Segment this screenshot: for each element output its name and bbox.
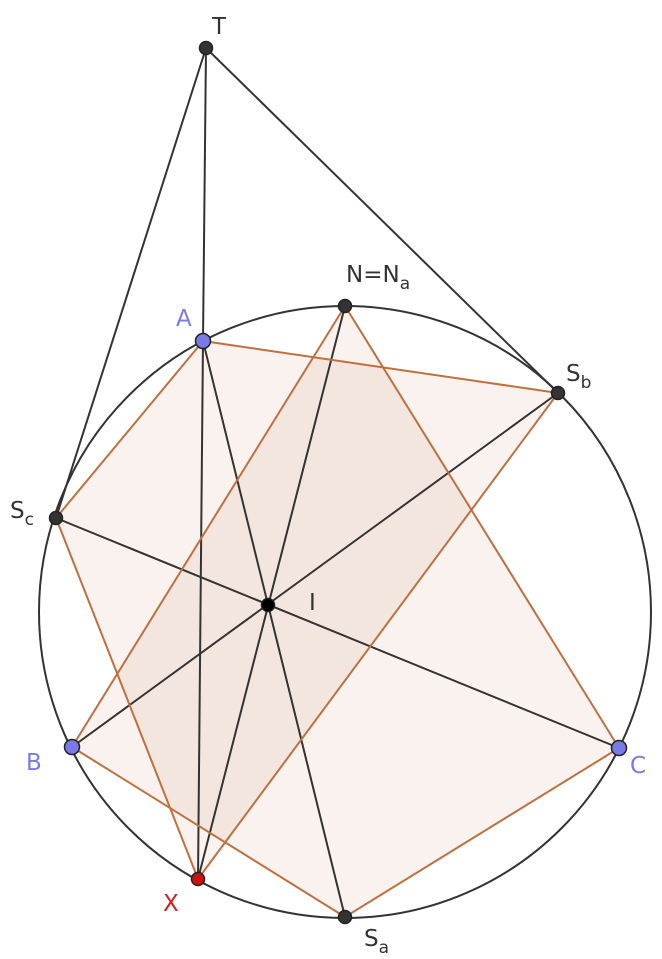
segment-t-sb: [205, 47, 559, 394]
point-x: [190, 871, 206, 887]
label-A: A: [176, 306, 192, 332]
point-b: [63, 738, 81, 756]
segment-b-sa: [71, 746, 346, 918]
point-sa: [337, 909, 353, 925]
segment-t-sc: [55, 47, 207, 519]
point-c: [610, 739, 628, 757]
segment-sa-c: [344, 747, 620, 918]
point-a: [194, 332, 212, 350]
label-T: T: [211, 14, 227, 40]
segment-x-sc: [55, 517, 199, 880]
point-t: [198, 40, 214, 56]
labels: T N=Na A Sb Sc I B C X Sa: [10, 14, 646, 958]
segment-a-sb: [202, 340, 559, 394]
point-sb: [550, 385, 566, 401]
label-I: I: [309, 590, 316, 616]
segment-sc-a: [55, 340, 204, 519]
label-Sc: Sc: [10, 498, 34, 530]
segment-a-sa: [202, 340, 346, 918]
label-Sb: Sb: [566, 361, 591, 393]
segment-n-x: [197, 305, 346, 880]
label-N: N=Na: [346, 262, 410, 294]
orange-segments: [55, 305, 620, 918]
point-sc: [48, 510, 64, 526]
segment-n-b: [71, 305, 346, 748]
segment-c-n: [344, 305, 620, 749]
points: [48, 40, 628, 925]
label-C: C: [630, 753, 646, 779]
shaded-n-c-sa-b: [72, 306, 619, 917]
segment-t-a: [202, 47, 207, 342]
label-Sa: Sa: [364, 926, 389, 958]
point-i: [260, 597, 276, 613]
segment-sb-b: [71, 392, 559, 748]
label-X: X: [163, 891, 179, 917]
point-n: [337, 298, 353, 314]
shaded-a-sb-x-sc: [56, 341, 558, 879]
segment-sb-x: [197, 392, 559, 880]
label-B: B: [26, 750, 42, 776]
segment-a-x: [197, 340, 204, 880]
shaded-quadrilaterals: [56, 306, 619, 917]
black-segments: [55, 47, 620, 918]
segment-sc-c: [55, 517, 620, 749]
